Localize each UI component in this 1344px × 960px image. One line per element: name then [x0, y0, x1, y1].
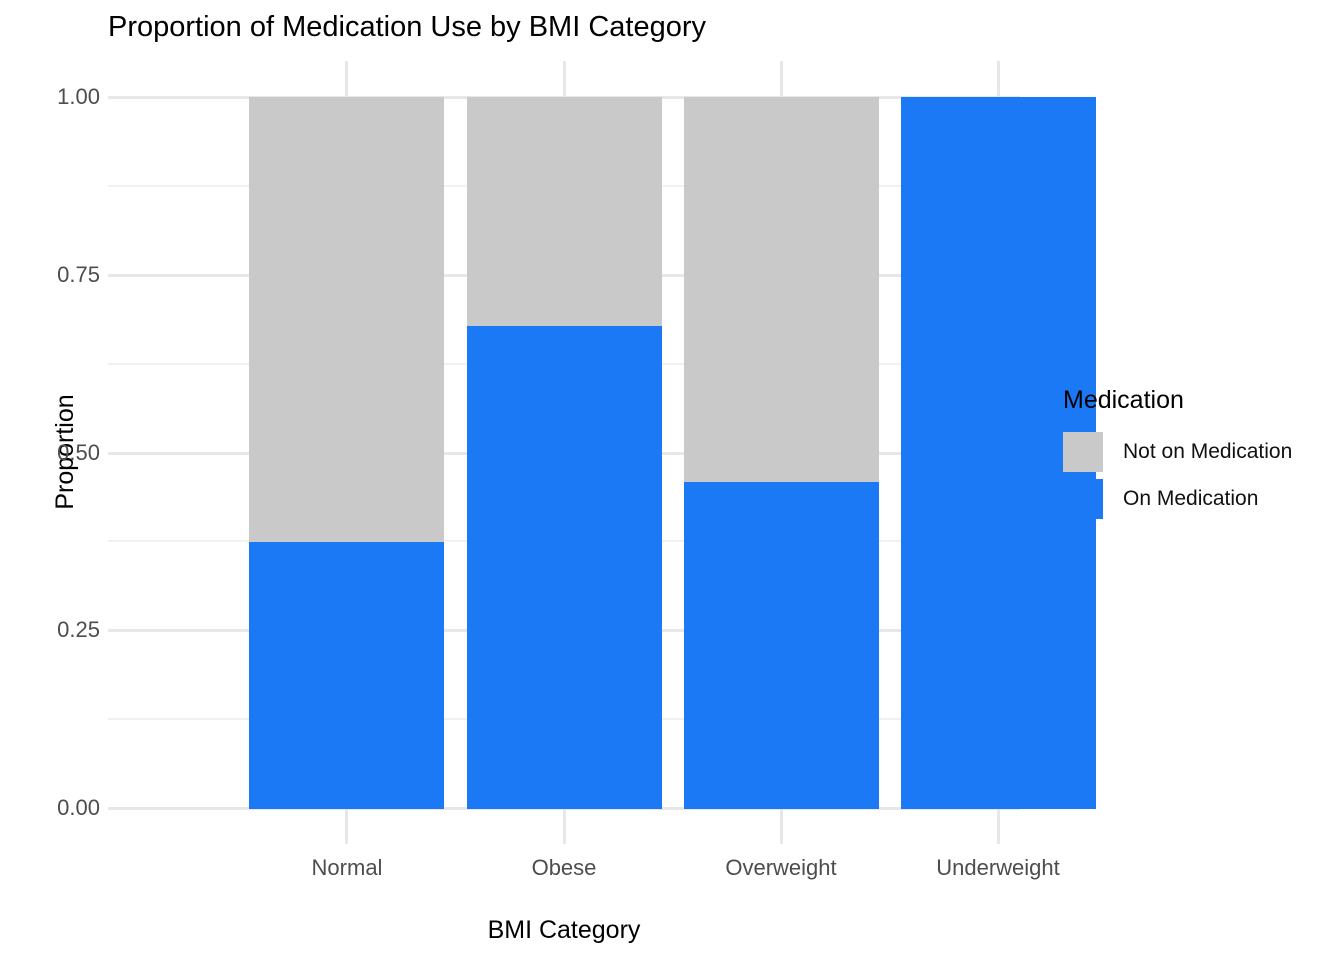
bar-obese-not-on-medication: [467, 97, 662, 326]
x-axis-title: BMI Category: [487, 916, 641, 944]
y-tick-label-1.00: 1.00: [57, 84, 100, 109]
y-tick-label-0.75: 0.75: [57, 262, 100, 287]
bar-obese-on-medication: [467, 325, 662, 809]
bar-overweight-on-medication: [684, 481, 879, 809]
legend: Medication Not on Medication On Medicatio…: [1063, 386, 1338, 526]
x-tick-label-overweight: Overweight: [725, 855, 837, 880]
bar-normal-on-medication: [249, 541, 444, 809]
bar-normal-not-on-medication: [249, 97, 444, 542]
x-tick-label-underweight: Underweight: [936, 855, 1060, 880]
y-tick-label-0.00: 0.00: [57, 795, 100, 820]
plot-panel: [108, 61, 1096, 844]
legend-items: Not on Medication On Medication: [1063, 432, 1338, 519]
bar-overweight-not-on-medication: [684, 97, 879, 482]
legend-label: Not on Medication: [1123, 440, 1293, 463]
y-tick-label-0.50: 0.50: [57, 440, 100, 465]
x-tick-label-obese: Obese: [531, 855, 597, 880]
x-tick-label-normal: Normal: [311, 855, 383, 880]
legend-title: Medication: [1063, 386, 1184, 414]
chart-title: Proportion of Medication Use by BMI Cate…: [108, 11, 706, 43]
legend-swatch-icon: [1063, 432, 1103, 472]
y-tick-label-0.25: 0.25: [57, 617, 100, 642]
legend-item-not-on-medication: Not on Medication: [1063, 432, 1338, 472]
legend-swatch-icon: [1063, 479, 1103, 519]
legend-label: On Medication: [1123, 487, 1259, 510]
legend-item-on-medication: On Medication: [1063, 479, 1338, 519]
